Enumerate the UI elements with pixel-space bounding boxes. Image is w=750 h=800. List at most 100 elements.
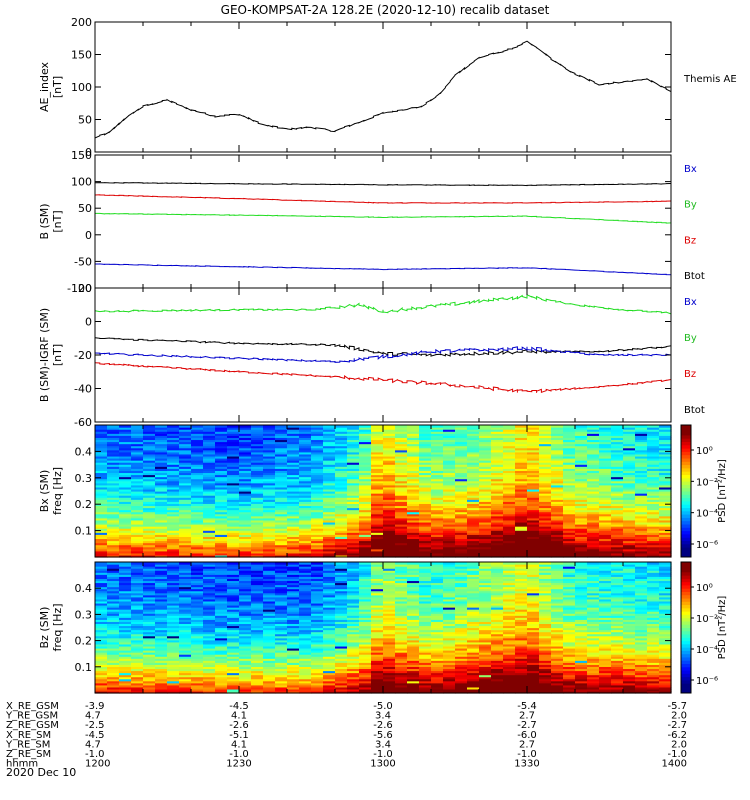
spectrogram-cell	[119, 592, 132, 596]
spectrogram-cell	[191, 633, 204, 637]
spectrogram-cell	[347, 484, 360, 488]
spectrogram-cell	[215, 552, 228, 556]
spectrogram-cell	[503, 519, 516, 523]
spectrogram-cell	[611, 538, 624, 542]
spectrogram-cell	[371, 594, 384, 598]
spectrogram-cell	[371, 493, 384, 496]
spectrogram-cell	[419, 486, 432, 490]
spectrogram-cell	[575, 460, 588, 463]
spectrogram-cell	[467, 427, 480, 430]
spectrogram-cell	[287, 574, 300, 577]
spectrogram-cell	[287, 690, 300, 694]
spectrogram-cell	[659, 536, 672, 540]
spectrogram-cell	[371, 633, 384, 637]
spectrogram-cell	[563, 503, 576, 507]
spectrogram-cell	[371, 435, 384, 438]
spectrogram-cell	[167, 524, 180, 527]
spectrogram-cell	[299, 554, 312, 558]
spectrogram-cell	[119, 497, 132, 500]
spectrogram-cell	[263, 629, 276, 633]
spectrogram-cell	[215, 676, 228, 680]
spectrogram-cell	[275, 536, 288, 540]
spectrogram-cell	[251, 658, 264, 661]
spectrogram-cell	[107, 602, 120, 606]
spectrogram-cell	[239, 674, 252, 678]
spectrogram-cell	[275, 627, 288, 631]
spectrogram-cell	[179, 576, 192, 579]
spectrogram-cell	[431, 449, 444, 453]
colorbar-segment	[681, 441, 691, 446]
spectrogram-cell	[443, 455, 456, 459]
spectrogram-cell	[515, 534, 528, 537]
spectrogram-cell	[215, 578, 228, 582]
spectrogram-cell	[371, 505, 384, 509]
spectrogram-cell	[527, 451, 540, 455]
spectrogram-cell	[299, 542, 312, 546]
spectrogram-cell	[155, 674, 168, 678]
spectrogram-cell	[311, 619, 324, 622]
spectrogram-cell	[275, 435, 288, 438]
spectrogram-cell	[143, 532, 156, 535]
spectrogram-cell	[323, 497, 336, 500]
spectrogram-cell	[191, 534, 204, 537]
spectrogram-cell	[263, 588, 276, 592]
spectrogram-cell	[215, 629, 228, 633]
spectrogram-cell	[143, 458, 156, 461]
spectrogram-cell	[371, 600, 384, 604]
spectrogram-cell	[491, 524, 504, 527]
spectrogram-cell	[359, 480, 372, 484]
spectrogram-cell	[467, 468, 480, 471]
spectrogram-cell	[95, 621, 108, 625]
spectrogram-cell	[503, 534, 516, 537]
spectrogram-cell	[155, 524, 168, 527]
spectrogram-cell	[215, 466, 228, 469]
spectrogram-cell	[167, 505, 180, 509]
spectrogram-cell	[335, 580, 348, 584]
spectrogram-cell	[191, 592, 204, 596]
spectrogram-cell	[143, 672, 156, 676]
spectrogram-cell	[203, 501, 216, 504]
spectrogram-cell	[227, 505, 240, 509]
spectrogram-cell	[419, 476, 432, 480]
spectrogram-cell	[263, 437, 276, 441]
spectrogram-cell	[563, 445, 576, 449]
spectrogram-cell	[323, 654, 336, 657]
spectrogram-cell	[587, 532, 600, 535]
plot-frame	[94, 21, 672, 153]
spectrogram-cell	[359, 468, 372, 471]
spectrogram-cell	[371, 478, 384, 482]
spectrogram-cell	[107, 462, 120, 465]
spectrogram-cell	[227, 613, 240, 616]
spectrogram-cell	[503, 546, 516, 550]
spectrogram-cell	[263, 488, 276, 492]
spectrogram-cell	[143, 570, 156, 573]
spectrogram-cell	[179, 441, 192, 445]
spectrogram-cell	[491, 458, 504, 461]
spectrogram-cell	[515, 495, 528, 498]
spectrogram-cell	[455, 499, 468, 502]
spectrogram-cell	[95, 528, 108, 531]
spectrogram-cell	[275, 431, 288, 434]
spectrogram-cell	[155, 451, 168, 455]
spectrogram-cell	[95, 666, 108, 670]
spectrogram-cell	[155, 532, 168, 535]
spectrogram-cell	[107, 429, 120, 432]
spectrogram-cell	[227, 574, 240, 577]
spectrogram-cell	[287, 688, 300, 692]
series-line	[94, 40, 672, 139]
spectrogram-cell	[167, 530, 180, 533]
spectrogram-cell	[119, 672, 132, 676]
spectrogram-cell	[275, 455, 288, 459]
spectrogram-cell	[287, 678, 300, 682]
spectrogram-cell	[143, 607, 156, 610]
spectrogram-cell	[587, 548, 600, 552]
spectrogram-cell	[299, 455, 312, 459]
spectrogram-cell	[407, 476, 420, 480]
spectrogram-cell	[263, 682, 276, 686]
spectrogram-cell	[167, 633, 180, 637]
spectrogram-cell	[359, 574, 372, 577]
spectrogram-cell	[203, 609, 216, 612]
spectrogram-cell	[563, 519, 576, 523]
spectrogram-cell	[95, 524, 108, 527]
spectrogram-cell	[251, 480, 264, 484]
